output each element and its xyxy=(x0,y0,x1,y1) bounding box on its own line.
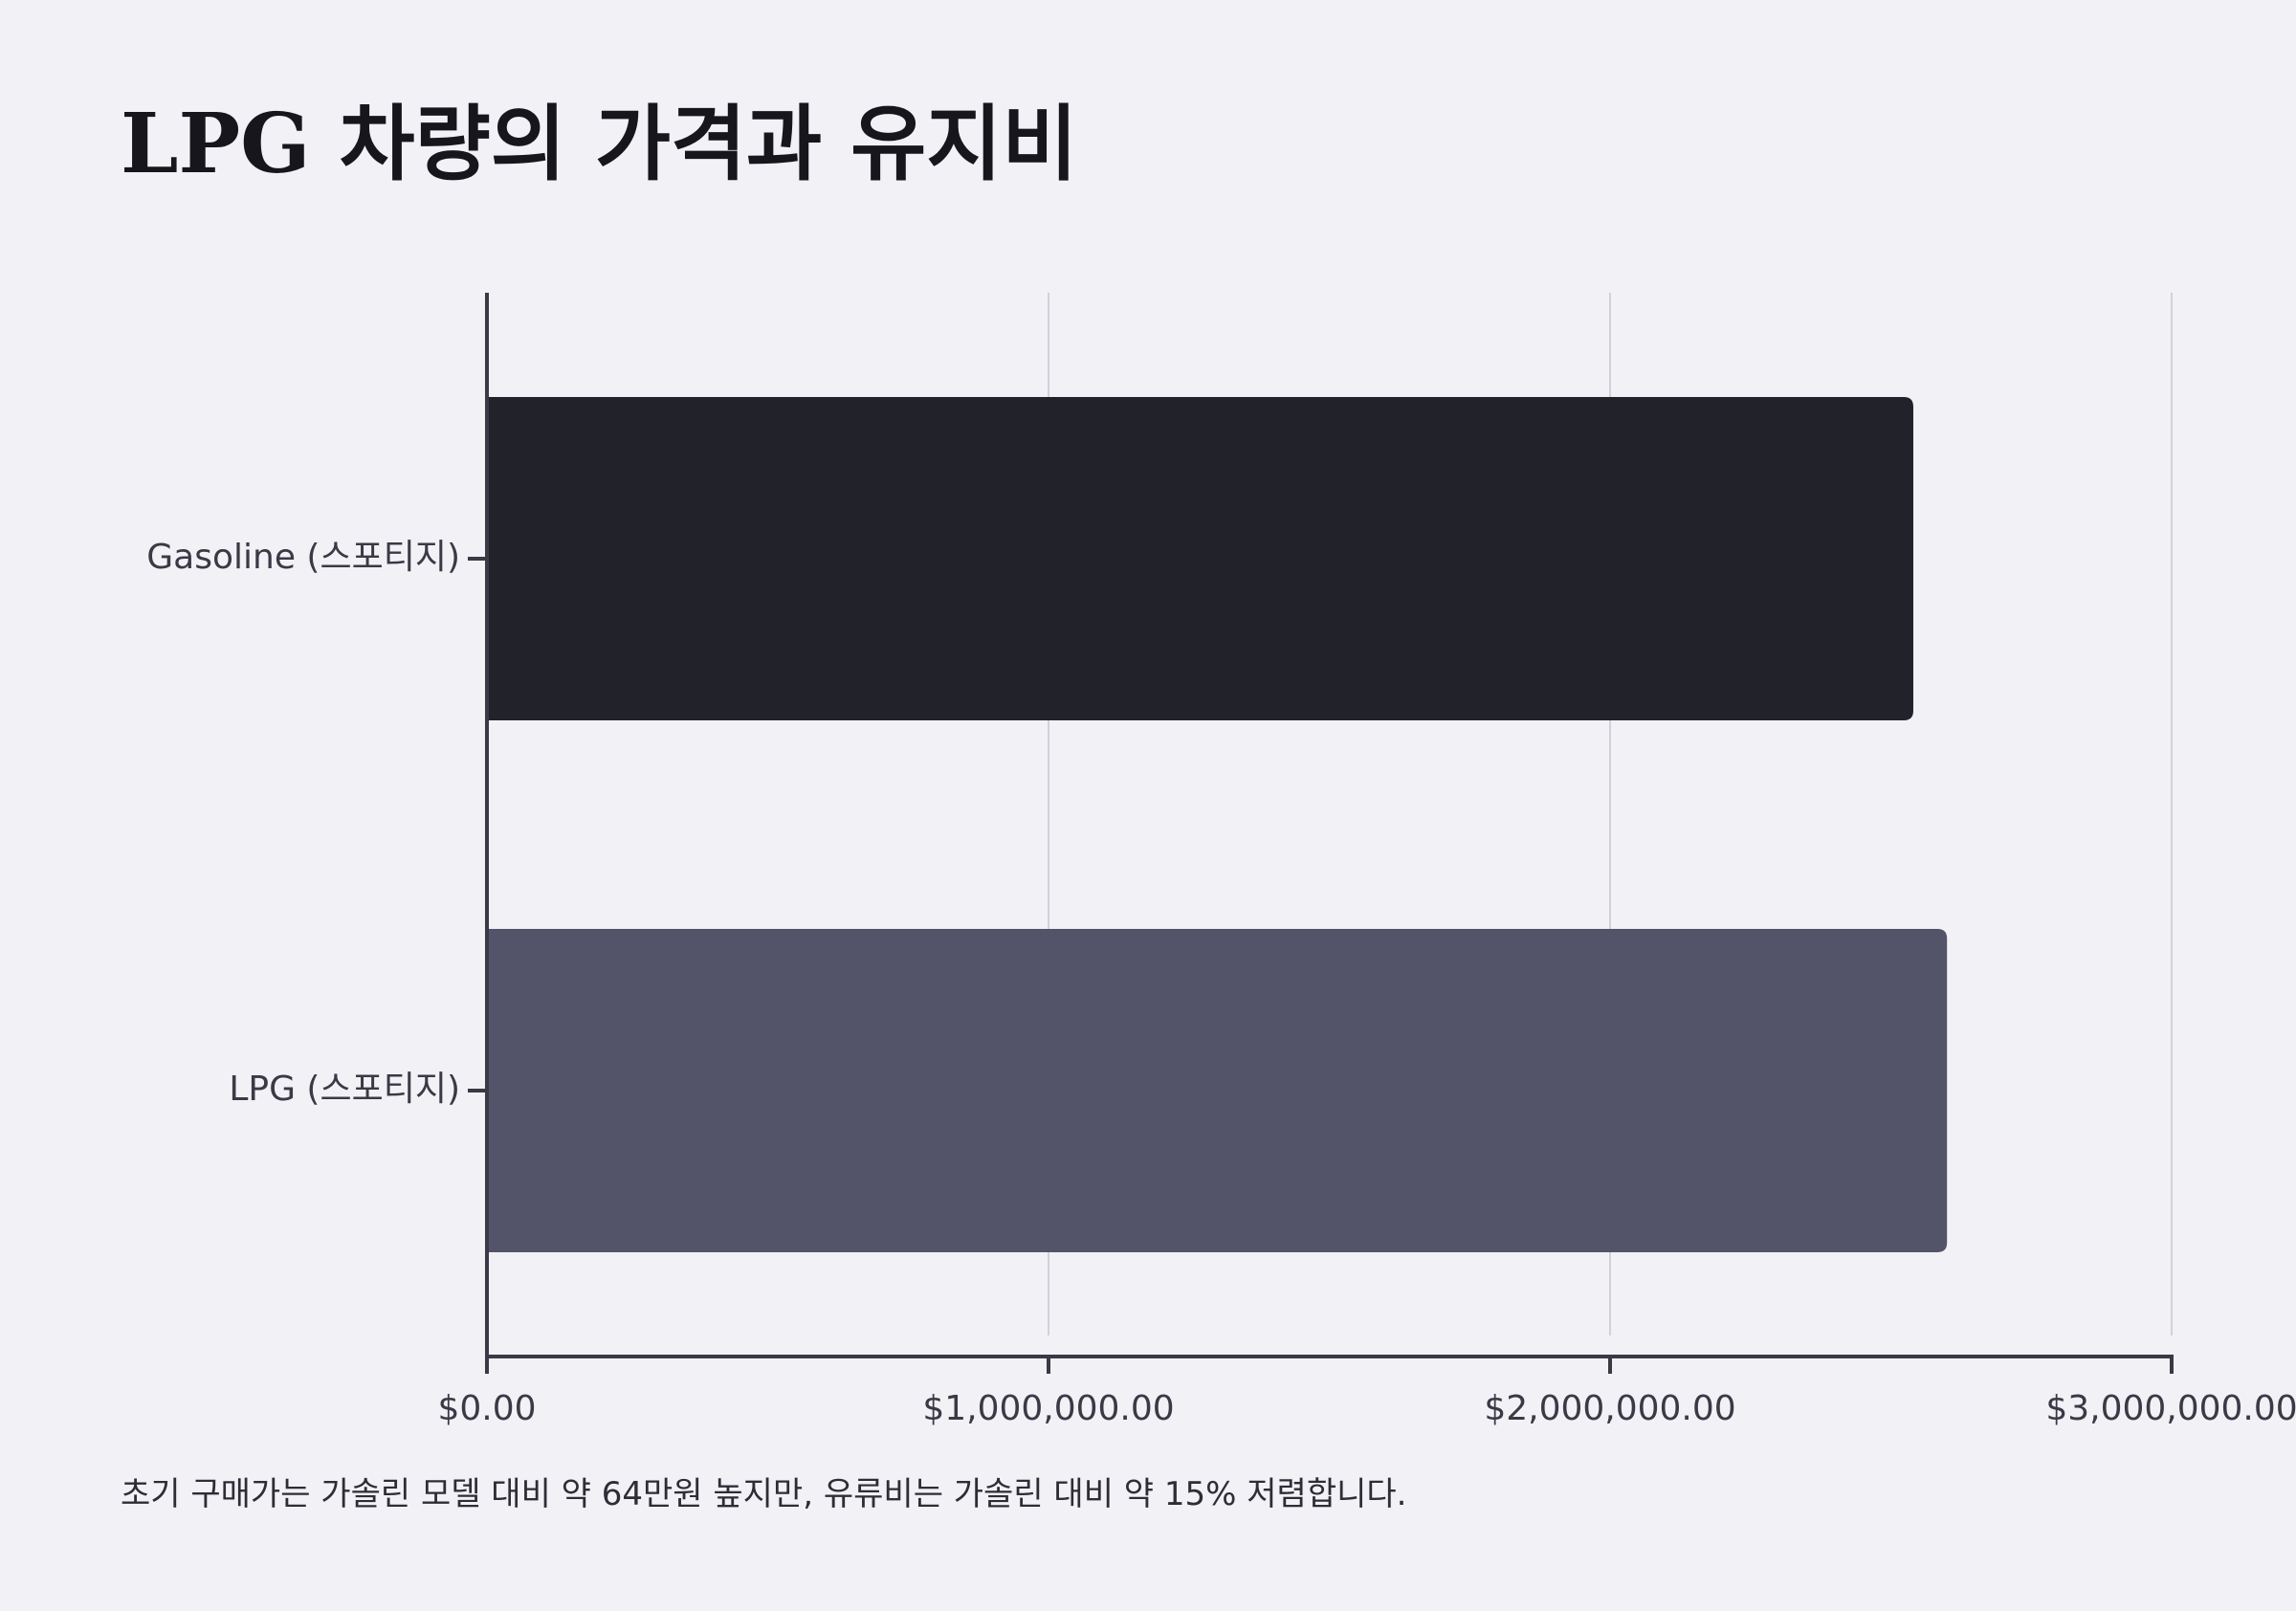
chart-footnote: 초기 구매가는 가솔린 모델 대비 약 64만원 높지만, 유류비는 가솔린 대… xyxy=(121,1475,1407,1513)
bar-lpg xyxy=(487,929,1948,1252)
x-tick-label: $3,000,000.00 xyxy=(2045,1389,2296,1428)
bar-gasoline xyxy=(487,397,1913,720)
chart-title: LPG 차량의 가격과 유지비 xyxy=(121,96,1078,192)
x-tick-label: $1,000,000.00 xyxy=(922,1389,1174,1428)
x-tick-label: $2,000,000.00 xyxy=(1484,1389,1735,1428)
y-tick-label: LPG (스포티지) xyxy=(229,1070,460,1109)
y-tick-label: Gasoline (스포티지) xyxy=(146,538,460,577)
x-tick-label: $0.00 xyxy=(437,1389,536,1428)
